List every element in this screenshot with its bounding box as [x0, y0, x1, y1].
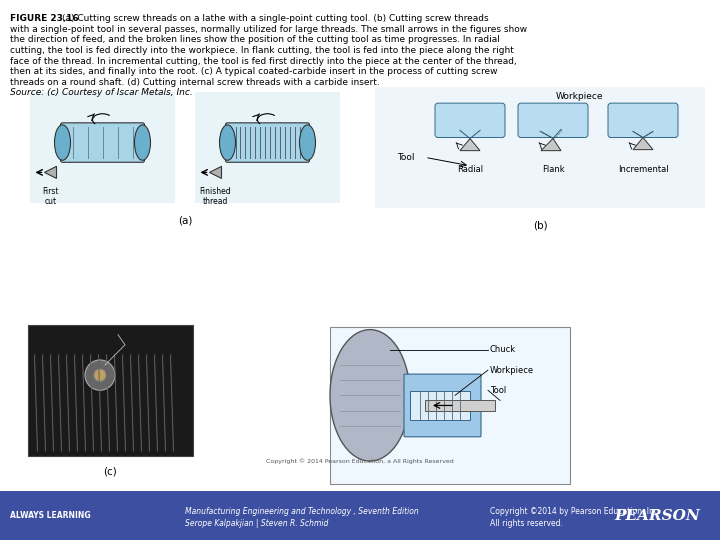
Text: FIGURE 23.16: FIGURE 23.16	[10, 14, 78, 23]
Text: Tool: Tool	[397, 153, 415, 162]
Text: Workpiece: Workpiece	[556, 92, 603, 101]
Bar	[375, 87, 705, 208]
Polygon shape	[633, 138, 653, 150]
Text: Incremental: Incremental	[618, 165, 668, 174]
Text: Workpiece: Workpiece	[490, 366, 534, 375]
Text: First
cut: First cut	[42, 186, 59, 206]
Bar	[27, 325, 192, 456]
Text: Copyright ©2014 by Pearson Education, Inc.: Copyright ©2014 by Pearson Education, In…	[490, 507, 660, 516]
Text: (a) Cutting screw threads on a lathe with a single-point cutting tool. (b) Cutti: (a) Cutting screw threads on a lathe wit…	[62, 14, 489, 23]
FancyBboxPatch shape	[435, 103, 505, 138]
Text: ALWAYS LEARNING: ALWAYS LEARNING	[10, 511, 91, 520]
Text: Manufacturing Engineering and Technology , Seventh Edition: Manufacturing Engineering and Technology…	[185, 507, 419, 516]
Text: threads on a round shaft. (d) Cutting internal screw threads with a carbide inse: threads on a round shaft. (d) Cutting in…	[10, 78, 379, 87]
Polygon shape	[45, 166, 56, 178]
Text: All rights reserved.: All rights reserved.	[490, 519, 563, 528]
Text: Source: (c) Courtesy of Iscar Metals, Inc.: Source: (c) Courtesy of Iscar Metals, In…	[10, 89, 193, 98]
Bar	[30, 92, 175, 203]
Text: (d): (d)	[443, 494, 457, 504]
Polygon shape	[460, 139, 480, 151]
Polygon shape	[210, 166, 222, 178]
Text: (b): (b)	[533, 220, 547, 231]
Text: (c): (c)	[103, 466, 117, 476]
Text: then at its sides, and finally into the root. (c) A typical coated-carbide inser: then at its sides, and finally into the …	[10, 68, 498, 76]
Ellipse shape	[330, 329, 410, 461]
Text: cutting, the tool is fed directly into the workpiece. In flank cutting, the tool: cutting, the tool is fed directly into t…	[10, 46, 514, 55]
Ellipse shape	[220, 125, 235, 160]
Polygon shape	[541, 139, 561, 151]
Bar	[425, 400, 495, 410]
Ellipse shape	[135, 125, 150, 160]
Text: Flank: Flank	[541, 165, 564, 174]
Text: Tool: Tool	[490, 386, 506, 395]
Text: Copyright © 2014 Pearson Education, a All Rights Reserved: Copyright © 2014 Pearson Education, a Al…	[266, 458, 454, 464]
Text: the direction of feed, and the broken lines show the position of the cutting too: the direction of feed, and the broken li…	[10, 36, 500, 44]
Circle shape	[94, 369, 106, 381]
Text: Radial: Radial	[457, 165, 483, 174]
FancyBboxPatch shape	[404, 374, 481, 437]
FancyBboxPatch shape	[518, 103, 588, 138]
Text: face of the thread. In incremental cutting, the tool is fed first directly into : face of the thread. In incremental cutti…	[10, 57, 517, 66]
Ellipse shape	[55, 125, 71, 160]
Text: Finished
thread: Finished thread	[199, 186, 231, 206]
Bar	[330, 327, 570, 484]
Circle shape	[85, 360, 115, 390]
Bar	[195, 92, 340, 203]
Text: PEARSON: PEARSON	[614, 509, 700, 523]
Ellipse shape	[300, 125, 315, 160]
FancyBboxPatch shape	[608, 103, 678, 138]
Text: Serope Kalpakjian | Steven R. Schmid: Serope Kalpakjian | Steven R. Schmid	[185, 519, 328, 528]
Text: (a): (a)	[178, 215, 192, 225]
Text: with a single-point tool in several passes, normally utilized for large threads.: with a single-point tool in several pass…	[10, 25, 527, 34]
Bar	[410, 392, 470, 420]
FancyBboxPatch shape	[225, 123, 310, 163]
Text: Chuck: Chuck	[490, 346, 516, 354]
FancyBboxPatch shape	[60, 123, 145, 163]
